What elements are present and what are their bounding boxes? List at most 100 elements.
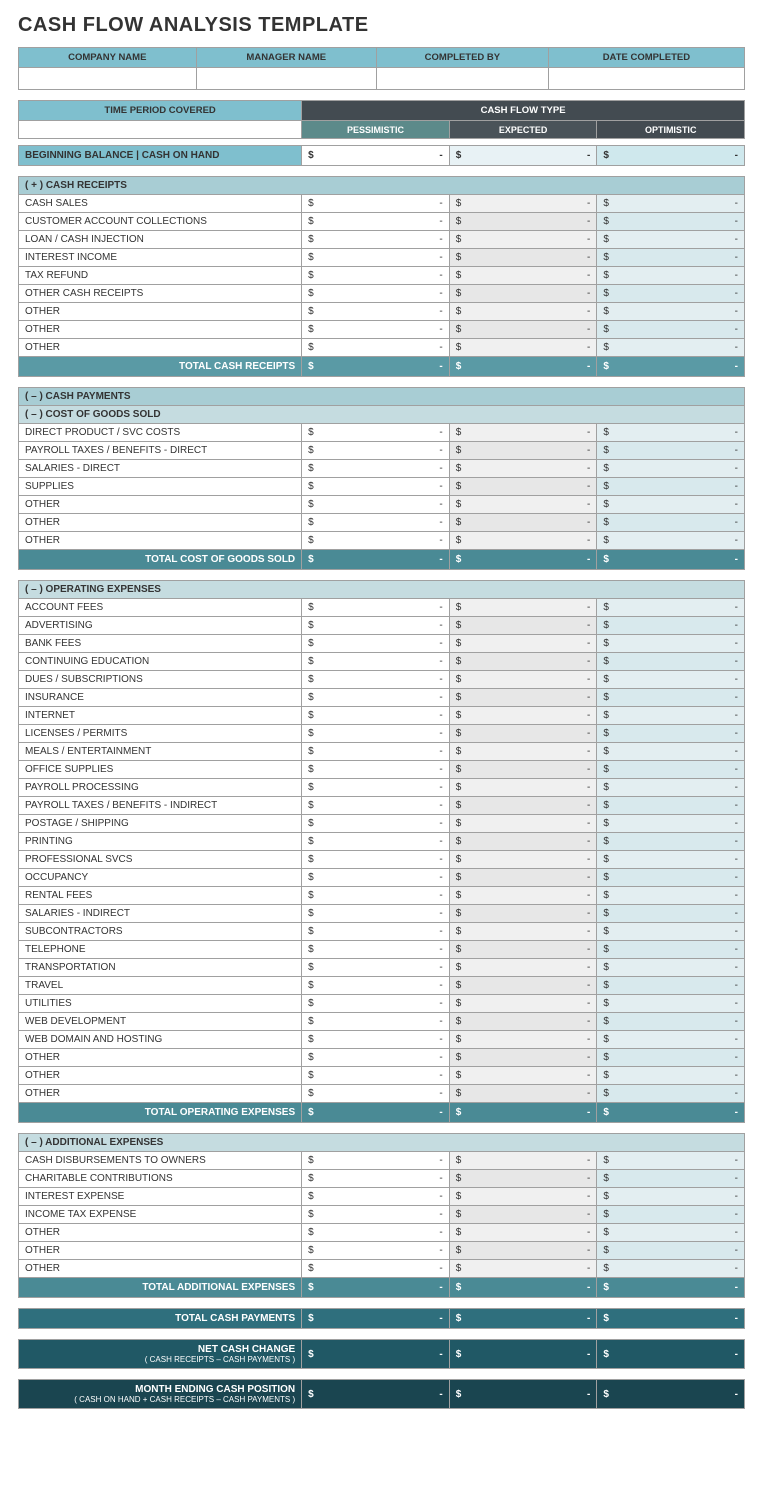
- cell-optimistic[interactable]: $-: [597, 869, 745, 887]
- cell-optimistic[interactable]: $-: [597, 707, 745, 725]
- cell-expected[interactable]: $-: [449, 1067, 597, 1085]
- cell-pessimistic[interactable]: $-: [302, 1170, 450, 1188]
- cell-optimistic[interactable]: $-: [597, 496, 745, 514]
- gt-optimistic[interactable]: $-: [597, 1309, 745, 1329]
- cell-expected[interactable]: $-: [449, 977, 597, 995]
- cell-expected[interactable]: $-: [449, 285, 597, 303]
- cell-pessimistic[interactable]: $-: [302, 478, 450, 496]
- cell-pessimistic[interactable]: $-: [302, 496, 450, 514]
- cell-pessimistic[interactable]: $-: [302, 460, 450, 478]
- cell-pessimistic[interactable]: $-: [302, 1085, 450, 1103]
- cell-optimistic[interactable]: $-: [597, 743, 745, 761]
- cell-pessimistic[interactable]: $-: [302, 339, 450, 357]
- gt-expected[interactable]: $-: [449, 1380, 597, 1409]
- cell-optimistic[interactable]: $-: [597, 905, 745, 923]
- cell-pessimistic[interactable]: $-: [302, 195, 450, 213]
- cell-optimistic[interactable]: $-: [597, 339, 745, 357]
- cell-pessimistic[interactable]: $-: [302, 833, 450, 851]
- total-expected[interactable]: $-: [449, 1278, 597, 1298]
- cell-pessimistic[interactable]: $-: [302, 977, 450, 995]
- completed-by-input[interactable]: [376, 68, 548, 90]
- cell-optimistic[interactable]: $-: [597, 851, 745, 869]
- cell-pessimistic[interactable]: $-: [302, 1031, 450, 1049]
- time-period-input[interactable]: [19, 121, 302, 139]
- cell-optimistic[interactable]: $-: [597, 1188, 745, 1206]
- gt-optimistic[interactable]: $-: [597, 1340, 745, 1369]
- cell-expected[interactable]: $-: [449, 779, 597, 797]
- total-optimistic[interactable]: $-: [597, 550, 745, 570]
- cell-expected[interactable]: $-: [449, 231, 597, 249]
- cell-pessimistic[interactable]: $-: [302, 267, 450, 285]
- cell-expected[interactable]: $-: [449, 424, 597, 442]
- total-optimistic[interactable]: $-: [597, 357, 745, 377]
- cell-optimistic[interactable]: $-: [597, 689, 745, 707]
- cell-optimistic[interactable]: $-: [597, 1260, 745, 1278]
- gt-expected[interactable]: $-: [449, 1340, 597, 1369]
- cell-optimistic[interactable]: $-: [597, 321, 745, 339]
- cell-pessimistic[interactable]: $-: [302, 995, 450, 1013]
- cell-pessimistic[interactable]: $-: [302, 1260, 450, 1278]
- cell-pessimistic[interactable]: $-: [302, 599, 450, 617]
- cell-expected[interactable]: $-: [449, 941, 597, 959]
- cell-pessimistic[interactable]: $-: [302, 532, 450, 550]
- bb-pessimistic[interactable]: $-: [302, 146, 450, 166]
- total-optimistic[interactable]: $-: [597, 1103, 745, 1123]
- cell-optimistic[interactable]: $-: [597, 1013, 745, 1031]
- cell-optimistic[interactable]: $-: [597, 213, 745, 231]
- cell-expected[interactable]: $-: [449, 815, 597, 833]
- cell-expected[interactable]: $-: [449, 213, 597, 231]
- bb-expected[interactable]: $-: [449, 146, 597, 166]
- gt-pessimistic[interactable]: $-: [302, 1340, 450, 1369]
- cell-expected[interactable]: $-: [449, 653, 597, 671]
- cell-expected[interactable]: $-: [449, 671, 597, 689]
- cell-optimistic[interactable]: $-: [597, 977, 745, 995]
- cell-pessimistic[interactable]: $-: [302, 213, 450, 231]
- cell-expected[interactable]: $-: [449, 303, 597, 321]
- cell-pessimistic[interactable]: $-: [302, 1152, 450, 1170]
- cell-pessimistic[interactable]: $-: [302, 707, 450, 725]
- cell-optimistic[interactable]: $-: [597, 460, 745, 478]
- cell-expected[interactable]: $-: [449, 905, 597, 923]
- cell-optimistic[interactable]: $-: [597, 1170, 745, 1188]
- cell-expected[interactable]: $-: [449, 797, 597, 815]
- cell-optimistic[interactable]: $-: [597, 1242, 745, 1260]
- cell-optimistic[interactable]: $-: [597, 995, 745, 1013]
- total-expected[interactable]: $-: [449, 1103, 597, 1123]
- cell-expected[interactable]: $-: [449, 833, 597, 851]
- cell-optimistic[interactable]: $-: [597, 653, 745, 671]
- cell-expected[interactable]: $-: [449, 532, 597, 550]
- cell-optimistic[interactable]: $-: [597, 1067, 745, 1085]
- cell-expected[interactable]: $-: [449, 321, 597, 339]
- cell-optimistic[interactable]: $-: [597, 442, 745, 460]
- cell-expected[interactable]: $-: [449, 478, 597, 496]
- cell-optimistic[interactable]: $-: [597, 478, 745, 496]
- cell-expected[interactable]: $-: [449, 267, 597, 285]
- cell-expected[interactable]: $-: [449, 1206, 597, 1224]
- cell-pessimistic[interactable]: $-: [302, 617, 450, 635]
- cell-pessimistic[interactable]: $-: [302, 1013, 450, 1031]
- cell-optimistic[interactable]: $-: [597, 761, 745, 779]
- cell-expected[interactable]: $-: [449, 1049, 597, 1067]
- cell-pessimistic[interactable]: $-: [302, 779, 450, 797]
- cell-pessimistic[interactable]: $-: [302, 1242, 450, 1260]
- cell-pessimistic[interactable]: $-: [302, 887, 450, 905]
- cell-optimistic[interactable]: $-: [597, 617, 745, 635]
- cell-pessimistic[interactable]: $-: [302, 743, 450, 761]
- cell-optimistic[interactable]: $-: [597, 941, 745, 959]
- cell-optimistic[interactable]: $-: [597, 424, 745, 442]
- cell-expected[interactable]: $-: [449, 249, 597, 267]
- gt-optimistic[interactable]: $-: [597, 1380, 745, 1409]
- cell-pessimistic[interactable]: $-: [302, 923, 450, 941]
- cell-expected[interactable]: $-: [449, 617, 597, 635]
- cell-pessimistic[interactable]: $-: [302, 303, 450, 321]
- cell-expected[interactable]: $-: [449, 635, 597, 653]
- total-expected[interactable]: $-: [449, 357, 597, 377]
- cell-optimistic[interactable]: $-: [597, 815, 745, 833]
- cell-optimistic[interactable]: $-: [597, 1049, 745, 1067]
- cell-optimistic[interactable]: $-: [597, 599, 745, 617]
- cell-pessimistic[interactable]: $-: [302, 635, 450, 653]
- cell-pessimistic[interactable]: $-: [302, 442, 450, 460]
- cell-pessimistic[interactable]: $-: [302, 285, 450, 303]
- cell-expected[interactable]: $-: [449, 761, 597, 779]
- cell-pessimistic[interactable]: $-: [302, 424, 450, 442]
